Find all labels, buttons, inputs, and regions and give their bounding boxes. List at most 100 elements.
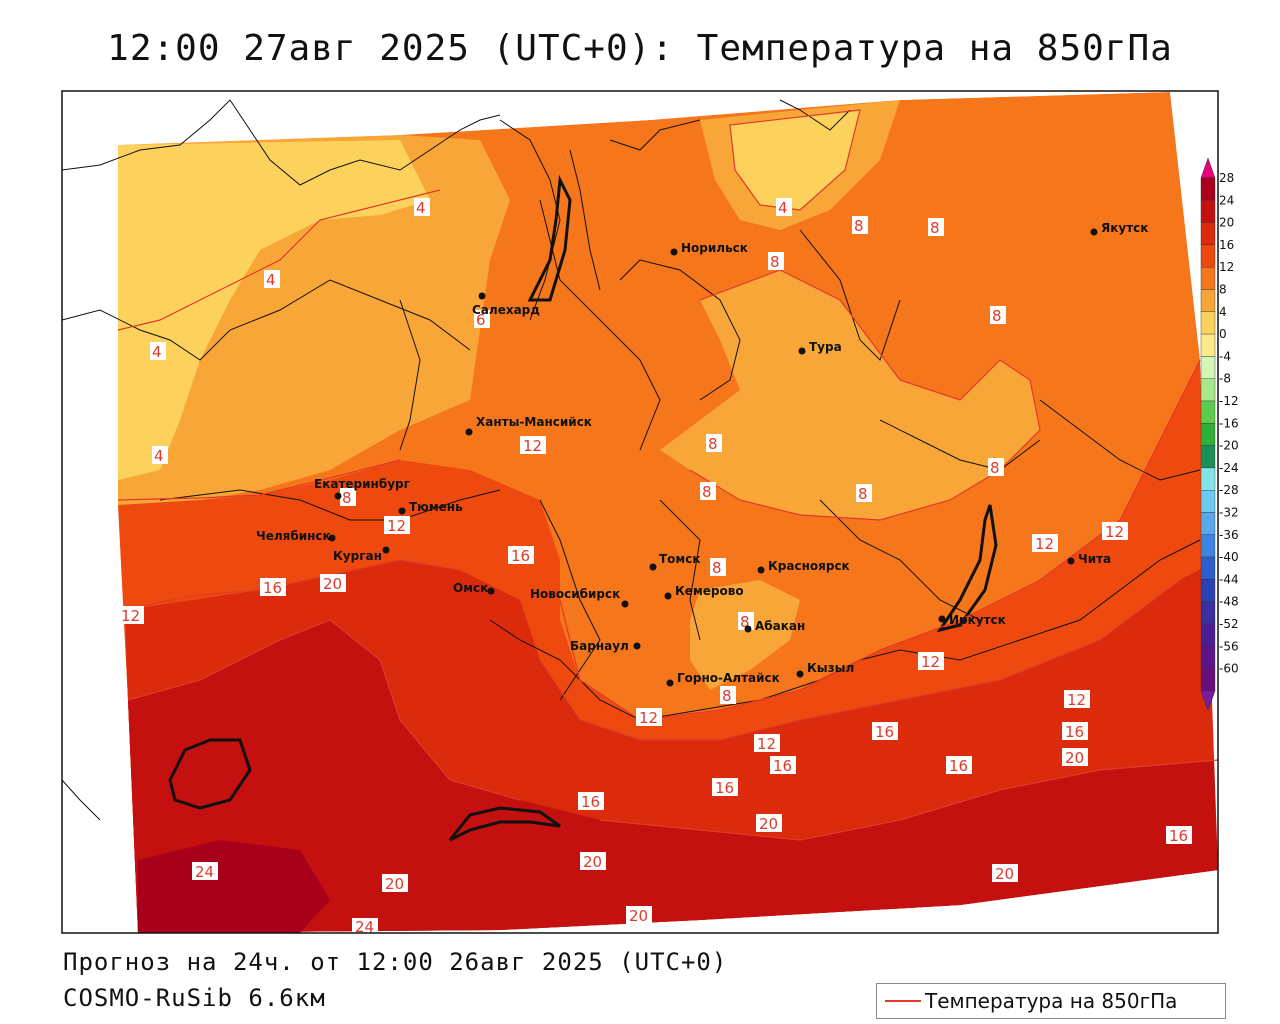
contour-label: 16 [946,756,972,775]
svg-text:8: 8 [712,559,722,577]
contour-label: 24 [192,862,218,881]
svg-text:Новосибирск: Новосибирск [530,587,620,601]
contour-label: 16 [578,792,604,811]
colorbar-tick-label: 4 [1219,305,1227,319]
colorbar-segment [1201,624,1215,646]
svg-text:Горно-Алтайск: Горно-Алтайск [677,671,780,685]
svg-text:8: 8 [722,687,732,705]
svg-text:Курган: Курган [333,549,382,563]
contour-label: 16 [0,0,19,4]
colorbar-segment [1201,513,1215,535]
colorbar-tick-label: 12 [1219,260,1234,274]
svg-text:12: 12 [121,607,140,625]
city-tyumen: Тюмень [399,500,464,515]
contour-label: 20 [992,864,1018,883]
svg-text:20: 20 [385,875,404,893]
svg-text:12: 12 [1067,691,1086,709]
city-krasnoyarsk: Красноярск [758,559,850,574]
contour-label: 20 [1062,748,1088,767]
contour-label: 12 [520,436,546,455]
svg-text:8: 8 [858,485,868,503]
contour-label: 12 [1102,522,1128,541]
svg-text:24: 24 [195,863,214,881]
colorbar-segment [1201,290,1215,312]
contour-label: 20 [382,874,408,893]
svg-text:Красноярск: Красноярск [768,559,850,573]
colorbar-tick-label: 16 [1219,238,1234,252]
svg-text:16: 16 [1065,723,1084,741]
colorbar-tick-label: -32 [1219,506,1239,520]
svg-text:Якутск: Якутск [1101,221,1148,235]
colorbar-segment [1201,446,1215,468]
legend-label: Температура на 850гПа [925,989,1177,1013]
colorbar-tick-label: -40 [1219,550,1239,564]
colorbar-tick-label: -60 [1219,662,1239,676]
svg-text:20: 20 [995,865,1014,883]
contour-label: 8 [856,484,872,503]
city-kurgan: Курган [333,547,390,564]
svg-text:16: 16 [1169,827,1188,845]
colorbar-tick-label: 8 [1219,283,1227,297]
svg-text:16: 16 [875,723,894,741]
colorbar-tick-label: -56 [1219,639,1239,653]
field-24-28 [138,840,330,933]
colorbar-tick-label: 24 [1219,193,1234,207]
city-norilsk: Норильск [671,241,748,256]
colorbar-segment [1201,379,1215,401]
contour-label: 16 [508,546,534,565]
contour-label: 16 [1062,722,1088,741]
svg-text:8: 8 [990,459,1000,477]
svg-text:8: 8 [992,307,1002,325]
svg-text:4: 4 [152,343,162,361]
city-omsk: Омск [453,581,495,595]
colorbar-segment [1201,312,1215,334]
contour-label: 8 [720,686,736,705]
legend-box: Температура на 850гПа [876,983,1226,1019]
contour-label: 20 [756,814,782,833]
colorbar-tick-label: -36 [1219,528,1239,542]
svg-text:20: 20 [323,575,342,593]
colorbar-segment [1201,669,1215,691]
colorbar-tick-label: -52 [1219,617,1239,631]
contour-label: 8 [928,218,944,237]
colorbar-segment [1201,401,1215,423]
colorbar-segment [1201,468,1215,490]
svg-text:Екатеринбург: Екатеринбург [314,477,410,491]
colorbar-tick-label: -16 [1219,416,1239,430]
svg-text:Челябинск: Челябинск [256,529,331,543]
svg-text:16: 16 [715,779,734,797]
svg-text:12: 12 [921,653,940,671]
svg-text:8: 8 [930,219,940,237]
colorbar-segment [1201,557,1215,579]
contour-label: 12 [1032,534,1058,553]
colorbar-tick-label: 28 [1219,171,1234,185]
svg-text:8: 8 [770,253,780,271]
city-gorno-altaysk: Горно-Алтайск [667,671,780,687]
svg-text:4: 4 [778,199,788,217]
contour-label: 20 [320,574,346,593]
colorbar-segment [1201,490,1215,512]
svg-text:16: 16 [263,579,282,597]
city-irkutsk: Иркутск [939,613,1006,627]
contour-label: 16 [1166,826,1192,845]
colorbar-tick-label: -8 [1219,372,1231,386]
colorbar-tick-label: 20 [1219,216,1234,230]
svg-text:Барнаул: Барнаул [570,639,629,653]
colorbar-segment [1201,535,1215,557]
colorbar: 28 24 20 16 12 8 4 0 -4 -8 -12 -16 -20 -24 -28 -32 -36 -4… [1201,158,1239,711]
colorbar-segment [1201,356,1215,378]
svg-text:Чита: Чита [1078,552,1111,566]
model-caption: COSMO-RuSib 6.6км [63,984,326,1012]
contour-label: 16 [770,756,796,775]
colorbar-segment [1201,267,1215,289]
colorbar-tick-label: -20 [1219,439,1239,453]
svg-text:Омск: Омск [453,581,488,595]
contour-label: 16 [872,722,898,741]
svg-text:8: 8 [702,483,712,501]
colorbar-tick-label: -48 [1219,595,1239,609]
svg-text:Кызыл: Кызыл [807,661,854,675]
svg-text:Ханты-Мансийск: Ханты-Мансийск [476,415,592,429]
svg-text:12: 12 [757,735,776,753]
svg-text:20: 20 [583,853,602,871]
